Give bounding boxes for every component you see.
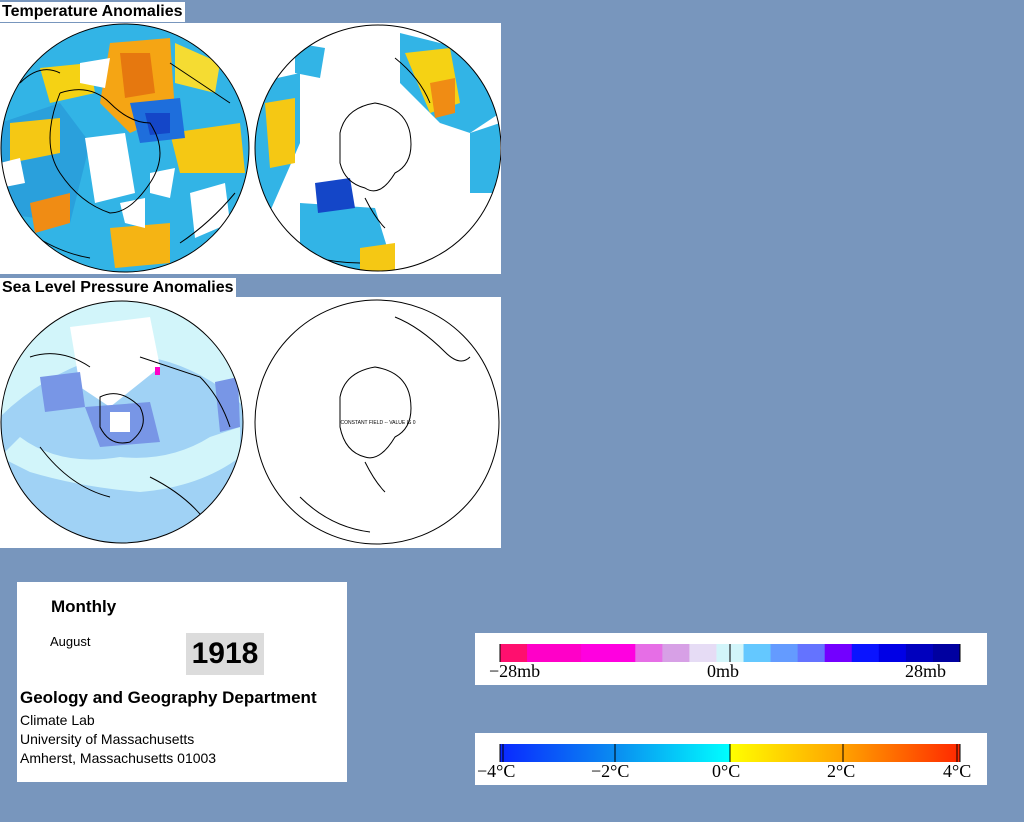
pressure-scale-max: 28mb bbox=[905, 661, 947, 681]
temperature-north-hemisphere bbox=[1, 24, 249, 272]
pressure-scale-swatch bbox=[932, 644, 961, 662]
pressure-scale-swatch bbox=[662, 644, 690, 662]
temperature-scale-plus4: 4°C bbox=[943, 761, 972, 781]
pressure-scale-swatch bbox=[770, 644, 799, 662]
pressure-scale-swatch bbox=[581, 644, 609, 662]
pressure-scale-swatch bbox=[635, 644, 663, 662]
temperature-title: Temperature Anomalies bbox=[0, 2, 185, 22]
pressure-scale-swatch bbox=[608, 644, 636, 662]
info-box: Monthly August 1918 Geology and Geograph… bbox=[17, 582, 347, 782]
year-badge: 1918 bbox=[186, 633, 264, 675]
pressure-scale-swatch bbox=[527, 644, 555, 662]
pressure-scale-swatch bbox=[824, 644, 853, 662]
pressure-title: Sea Level Pressure Anomalies bbox=[0, 278, 236, 298]
pressure-scale-swatch bbox=[878, 644, 907, 662]
pressure-scale-swatch bbox=[554, 644, 582, 662]
temperature-scale-minus2: −2°C bbox=[591, 761, 630, 781]
lab-name: Climate Lab bbox=[20, 712, 95, 728]
address: Amherst, Massachusetts 01003 bbox=[20, 750, 217, 766]
temperature-scale-plus2: 2°C bbox=[827, 761, 856, 781]
pressure-panel: CONSTANT FIELD -- VALUE IS 0 bbox=[0, 297, 501, 548]
pressure-scale-swatch bbox=[797, 644, 826, 662]
pressure-scale-swatch bbox=[905, 644, 934, 662]
pressure-north-hemisphere bbox=[1, 301, 243, 543]
temperature-scale-minus4: −4°C bbox=[477, 761, 516, 781]
pressure-scale-mid: 0mb bbox=[707, 661, 740, 681]
temperature-panel bbox=[0, 23, 501, 274]
pressure-scale-swatch bbox=[743, 644, 772, 662]
pressure-scale-bar bbox=[499, 644, 961, 662]
pressure-south-hemisphere: CONSTANT FIELD -- VALUE IS 0 bbox=[254, 299, 500, 545]
pressure-scale-swatch bbox=[851, 644, 880, 662]
pressure-scale: −28mb 0mb 28mb bbox=[475, 633, 987, 685]
constant-field-note: CONSTANT FIELD -- VALUE IS 0 bbox=[340, 420, 415, 426]
pressure-scale-min: −28mb bbox=[489, 661, 541, 681]
pressure-scale-swatch bbox=[689, 644, 717, 662]
pressure-scale-swatch bbox=[500, 644, 528, 662]
temperature-scale: −4°C −2°C 0°C 2°C 4°C bbox=[475, 733, 987, 785]
month-label: August bbox=[50, 634, 91, 649]
department-name: Geology and Geography Department bbox=[20, 688, 317, 707]
university-name: University of Massachusetts bbox=[20, 731, 195, 747]
period-label: Monthly bbox=[51, 597, 117, 616]
temperature-south-hemisphere bbox=[255, 25, 501, 271]
temperature-scale-zero: 0°C bbox=[712, 761, 741, 781]
